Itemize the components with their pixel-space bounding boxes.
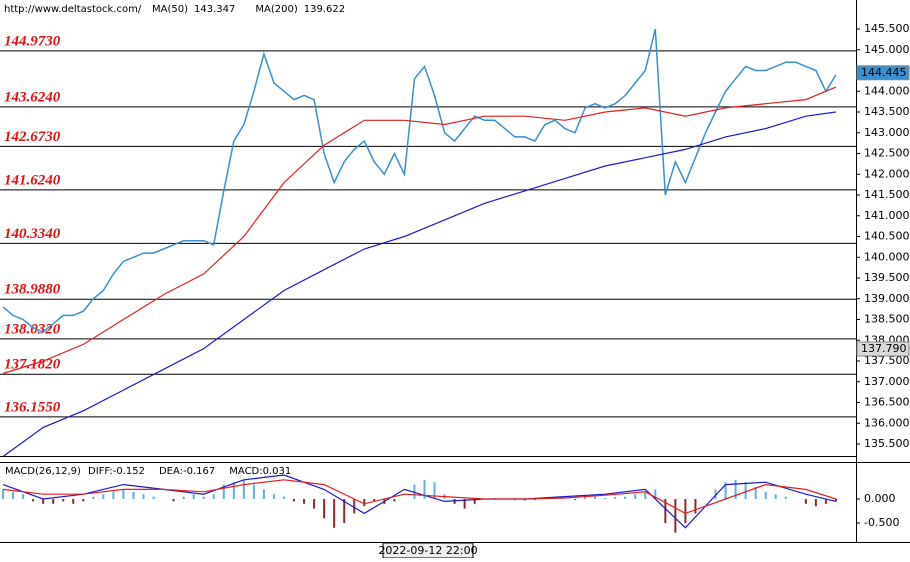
y-tick-label: 138.500 xyxy=(864,313,910,326)
y-tick-label: 135.500 xyxy=(864,437,910,450)
macd-title: MACD(26,12,9) xyxy=(5,466,81,477)
y-tick-label: 142.500 xyxy=(864,147,910,160)
y-tick-label: 145.500 xyxy=(864,22,910,35)
level-label: 140.3340 xyxy=(4,226,61,242)
price-marker xyxy=(856,341,910,357)
y-tick-label: 144.000 xyxy=(864,84,910,97)
level-label: 142.6730 xyxy=(4,129,61,145)
y-tick-label: 136.500 xyxy=(864,396,910,409)
y-tick-label: 141.500 xyxy=(864,188,910,201)
y-tick-label: 140.000 xyxy=(864,250,910,263)
legend-name: MA(50) xyxy=(152,4,188,15)
level-label: 143.6240 xyxy=(4,89,61,105)
legend-entry: DIFF:-0.152 xyxy=(88,466,145,477)
moving-average xyxy=(2,111,836,457)
y-tick-label: 139.000 xyxy=(864,292,910,305)
level-label: 136.1550 xyxy=(4,399,61,415)
moving-average xyxy=(2,86,837,375)
y-tick-label: 137.000 xyxy=(864,375,910,388)
legend-entry: MACD:0.031 xyxy=(229,466,291,477)
level-label: 138.0320 xyxy=(4,321,61,337)
price-marker xyxy=(856,65,910,81)
legend-value: 143.347 xyxy=(194,4,235,15)
level-label: 144.9730 xyxy=(4,33,61,49)
level-label: 138.9880 xyxy=(4,282,61,298)
y-tick-label: 137.500 xyxy=(864,354,910,367)
source-url: http://www.deltastock.com/ xyxy=(4,4,142,15)
y-tick-label: -0.500 xyxy=(864,516,899,529)
y-tick-label: 143.500 xyxy=(864,105,910,118)
price-line xyxy=(2,28,837,333)
price-marker-label: 144.445 xyxy=(861,66,907,79)
y-tick-label: 140.500 xyxy=(864,230,910,243)
legend-value: 139.622 xyxy=(304,4,345,15)
y-tick-label: 145.000 xyxy=(864,43,910,56)
y-tick-label: 142.000 xyxy=(864,167,910,180)
cursor-label: 2022-09-12 22:00 xyxy=(378,544,477,557)
macd-line xyxy=(2,479,837,515)
y-tick-label: 0.000 xyxy=(864,492,896,505)
legend-entry: DEA:-0.167 xyxy=(159,466,215,477)
price-marker-label: 137.790 xyxy=(861,342,907,355)
level-label: 141.6240 xyxy=(4,172,61,188)
y-tick-label: 136.000 xyxy=(864,416,910,429)
y-tick-label: 143.000 xyxy=(864,126,910,139)
y-tick-label: 141.000 xyxy=(864,209,910,222)
legend-name: MA(200) xyxy=(255,4,297,15)
y-tick-label: 139.500 xyxy=(864,271,910,284)
